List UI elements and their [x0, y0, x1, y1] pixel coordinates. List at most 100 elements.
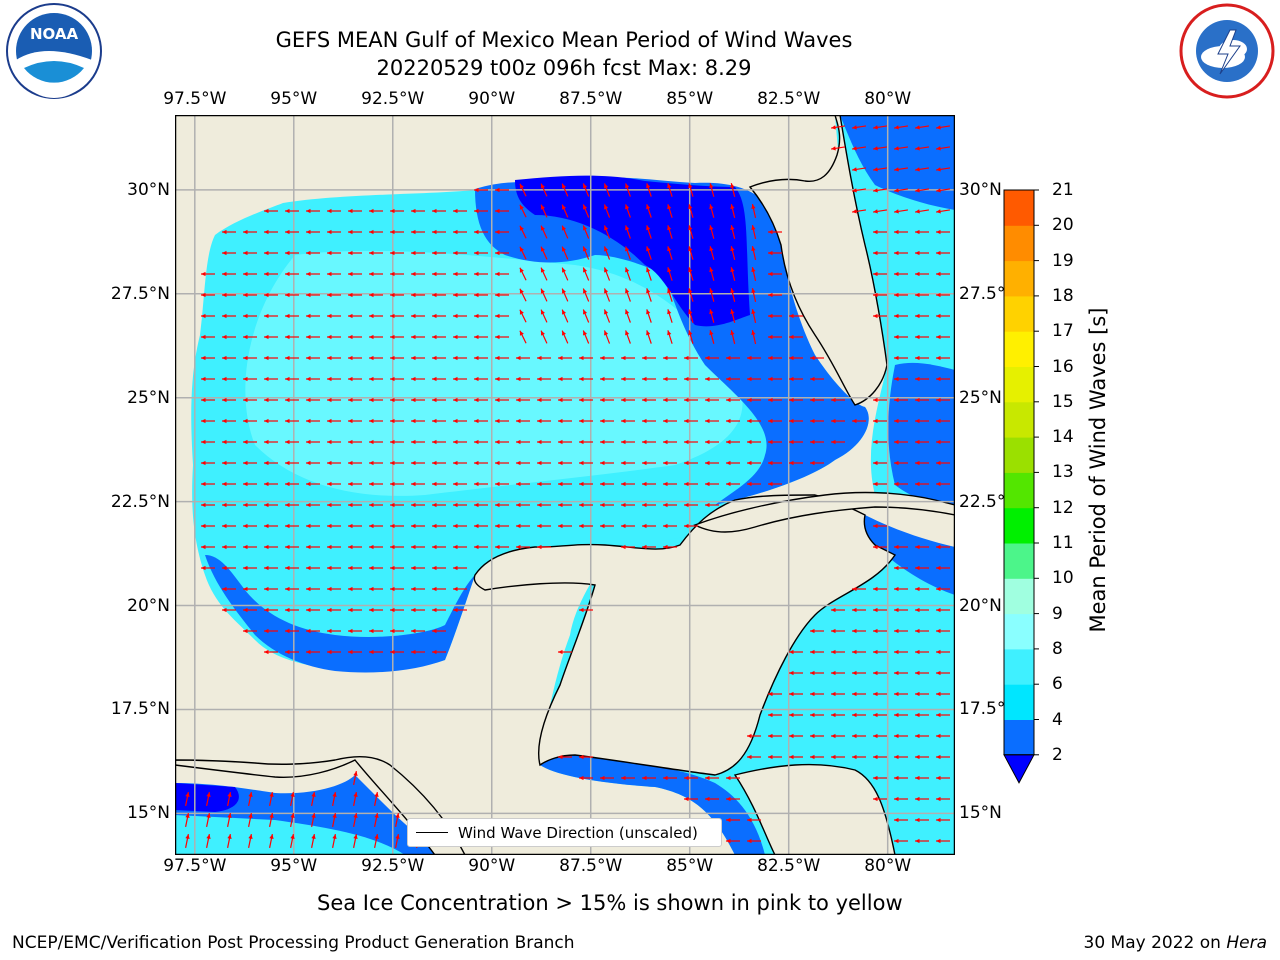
lat-tick-left: 25°N — [127, 387, 170, 408]
honduras-land — [733, 763, 896, 855]
wave-arrow — [915, 691, 929, 697]
wave-arrow — [730, 204, 736, 218]
wave-arrow — [810, 418, 824, 424]
wave-arrow — [474, 376, 488, 382]
wave-arrow — [243, 523, 257, 529]
wave-arrow — [852, 607, 866, 613]
wave-arrow — [495, 187, 509, 193]
colorbar-tick-label: 2 — [1052, 744, 1063, 765]
wave-arrow — [936, 838, 950, 844]
wave-arrow — [579, 607, 593, 613]
colorbar-band — [1004, 578, 1034, 615]
wave-arrow — [306, 208, 320, 214]
wave-arrow — [285, 229, 299, 235]
wave-arrow — [327, 376, 341, 382]
florida-land — [748, 115, 888, 406]
colorbar-band — [1004, 401, 1034, 438]
wave-arrow — [474, 271, 488, 277]
wave-arrow — [852, 649, 866, 655]
wave-arrow — [243, 292, 257, 298]
wave-arrow — [894, 439, 908, 445]
pacific-low — [175, 783, 239, 812]
wave-arrow — [894, 460, 908, 466]
wave-arrow — [915, 460, 929, 466]
wave-arrow — [810, 733, 824, 739]
wave-arrow — [894, 397, 908, 403]
wave-arrow — [935, 209, 951, 214]
wave-arrow — [642, 460, 656, 466]
wave-arrow — [873, 523, 887, 529]
wave-arrow — [600, 775, 614, 781]
wave-arrow — [810, 397, 824, 403]
wave-arrow — [915, 796, 929, 802]
lat-tick-left: 20°N — [127, 595, 170, 616]
wave-arrow — [390, 313, 404, 319]
wave-arrow — [348, 334, 362, 340]
wave-arrow — [519, 246, 527, 260]
wave-arrow — [495, 376, 509, 382]
wave-arrow — [390, 334, 404, 340]
wave-arrow — [914, 188, 930, 193]
wave-arrow — [935, 167, 951, 172]
wave-arrow — [915, 334, 929, 340]
wave-arrow — [768, 355, 782, 361]
wave-arrow — [453, 271, 467, 277]
wave-arrow — [332, 792, 337, 806]
wave-arrow — [540, 183, 548, 197]
wave-arrow — [432, 208, 446, 214]
wave-arrow — [474, 208, 488, 214]
wave-arrow — [369, 313, 383, 319]
wave-arrow — [789, 733, 803, 739]
wave-arrow — [726, 838, 740, 844]
wave-arrow — [243, 628, 257, 634]
wave-arrow — [873, 397, 887, 403]
wave-arrow — [936, 355, 950, 361]
wave-arrow — [540, 267, 548, 281]
wave-arrow — [894, 586, 908, 592]
wave-arrow — [894, 355, 908, 361]
wave-arrow — [411, 565, 425, 571]
wave-arrow — [495, 292, 509, 298]
wave-arrow — [411, 649, 425, 655]
wave-arrow — [390, 607, 404, 613]
wave-arrow — [432, 292, 446, 298]
legend-label: Wind Wave Direction (unscaled) — [458, 823, 698, 842]
wave-arrow — [600, 502, 614, 508]
wave-arrow — [185, 834, 190, 848]
wave-arrow — [894, 670, 908, 676]
wave-arrow — [705, 418, 719, 424]
wave-arrow — [206, 813, 211, 827]
wave-arrow — [667, 330, 673, 344]
wave-arrow — [603, 204, 611, 218]
wave-arrow — [327, 208, 341, 214]
colorbar-tick-label: 6 — [1052, 674, 1063, 695]
wave-arrow — [621, 355, 635, 361]
wave-arrow — [642, 418, 656, 424]
wave-arrow — [306, 649, 320, 655]
wave-arrow — [264, 523, 278, 529]
wave-arrow — [936, 292, 950, 298]
wave-arrow — [348, 313, 362, 319]
wave-arrow — [348, 439, 362, 445]
wave-arrow — [852, 754, 866, 760]
wave-arrow — [348, 586, 362, 592]
lon-tick-bottom: 85°W — [666, 856, 714, 876]
colorbar-tick-label: 10 — [1052, 568, 1074, 589]
wave-arrow — [873, 460, 887, 466]
wave-arrow — [936, 376, 950, 382]
wave-arrow — [243, 376, 257, 382]
wave-arrow — [709, 330, 715, 344]
chart-title: GEFS MEAN Gulf of Mexico Mean Period of … — [275, 28, 853, 52]
wave-arrow — [495, 250, 509, 256]
wave-arrow — [348, 481, 362, 487]
wave-arrow — [432, 502, 446, 508]
wave-arrow — [789, 334, 803, 340]
wave-arrow — [432, 607, 446, 613]
wave-arrow — [709, 288, 715, 302]
wave-arrow — [935, 188, 951, 193]
colorbar-band — [1004, 648, 1034, 685]
wave-arrow — [432, 271, 446, 277]
atlantic-band — [840, 115, 955, 210]
wave-arrow — [327, 523, 341, 529]
colorbar-band — [1004, 331, 1034, 367]
